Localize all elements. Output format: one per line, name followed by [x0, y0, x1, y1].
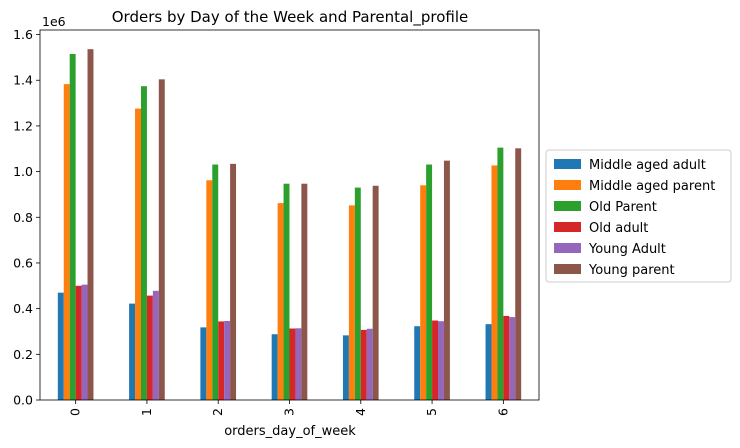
- bar: [372, 185, 379, 400]
- bar: [485, 324, 492, 400]
- bar: [75, 285, 82, 400]
- bar: [443, 160, 450, 400]
- bar: [497, 147, 504, 400]
- legend-swatch: [554, 201, 581, 211]
- bar: [206, 180, 213, 400]
- y-tick-label: 1.4: [13, 73, 33, 88]
- bar: [491, 165, 498, 400]
- y-tick-label: 1.0: [13, 164, 33, 179]
- bar: [289, 328, 296, 400]
- bar: [200, 327, 207, 400]
- bar: [140, 86, 147, 401]
- y-axis: 0.0 0.2 0.4 0.6 0.8 1.0 1.2 1.4 1.6: [13, 27, 40, 408]
- bar: [224, 320, 231, 400]
- bar: [218, 321, 225, 400]
- bar: [295, 328, 302, 400]
- legend-entry: Young parent: [588, 263, 675, 278]
- bar: [146, 295, 153, 400]
- legend-entry: Old adult: [589, 221, 648, 236]
- bar: [301, 183, 308, 400]
- bars: [57, 49, 522, 401]
- bar: [438, 321, 444, 400]
- bar: [426, 164, 433, 400]
- legend-entry: Old Parent: [589, 200, 657, 215]
- legend-swatch: [554, 243, 581, 253]
- bar: [420, 185, 427, 400]
- bar: [152, 290, 159, 400]
- y-tick-label: 0.4: [13, 301, 33, 316]
- x-tick-label: 0: [68, 408, 83, 416]
- bar: [283, 183, 290, 400]
- x-tick-label: 5: [424, 408, 439, 416]
- x-tick-label: 2: [210, 408, 225, 416]
- bar: [414, 326, 421, 400]
- bar: [271, 334, 278, 400]
- bar: [432, 320, 439, 400]
- bar: [348, 205, 355, 400]
- y-tick-label: 0.0: [13, 393, 33, 408]
- bar: [360, 329, 367, 400]
- y-tick-label: 0.6: [13, 255, 33, 270]
- y-tick-label: 0.8: [13, 210, 33, 225]
- legend-swatch: [554, 180, 581, 190]
- bar: [158, 79, 165, 400]
- x-tick-label: 4: [353, 408, 368, 416]
- y-tick-label: 1.2: [13, 118, 33, 133]
- bar: [509, 317, 516, 400]
- legend-entry: Young Adult: [588, 242, 666, 257]
- y-tick-label: 0.2: [13, 347, 33, 362]
- legend-swatch: [554, 264, 581, 274]
- y-axis-scale-label: 1e6: [42, 14, 66, 29]
- bar: [81, 284, 88, 400]
- legend-swatch: [554, 159, 581, 169]
- bar: [129, 303, 136, 400]
- bar: [515, 148, 522, 400]
- x-tick-label: 1: [139, 408, 154, 416]
- chart-title: Orders by Day of the Week and Parental_p…: [112, 8, 468, 27]
- x-axis-label: orders_day_of_week: [224, 424, 356, 439]
- bar: [354, 187, 361, 400]
- bar: [366, 328, 373, 400]
- bar: [230, 163, 237, 400]
- bar: [63, 84, 70, 400]
- legend-entry: Middle aged parent: [589, 179, 715, 194]
- legend-frame: [545, 149, 732, 283]
- x-axis: 0 1 2 3 4 5 6: [68, 400, 510, 416]
- bar: [342, 335, 349, 400]
- legend-entry: Middle aged adult: [589, 158, 706, 173]
- x-tick-label: 3: [282, 408, 297, 416]
- legend: Middle aged adult Middle aged parent Old P…: [545, 149, 732, 283]
- bar: [503, 315, 510, 400]
- bar: [69, 53, 76, 401]
- y-tick-label: 1.6: [13, 27, 33, 42]
- legend-swatch: [554, 222, 581, 232]
- bar: [277, 203, 284, 400]
- bar: [87, 49, 94, 401]
- x-tick-label: 6: [495, 408, 510, 416]
- bar: [57, 292, 64, 400]
- bar: [135, 108, 141, 400]
- bar: [212, 164, 219, 400]
- plot-frame: [39, 29, 540, 401]
